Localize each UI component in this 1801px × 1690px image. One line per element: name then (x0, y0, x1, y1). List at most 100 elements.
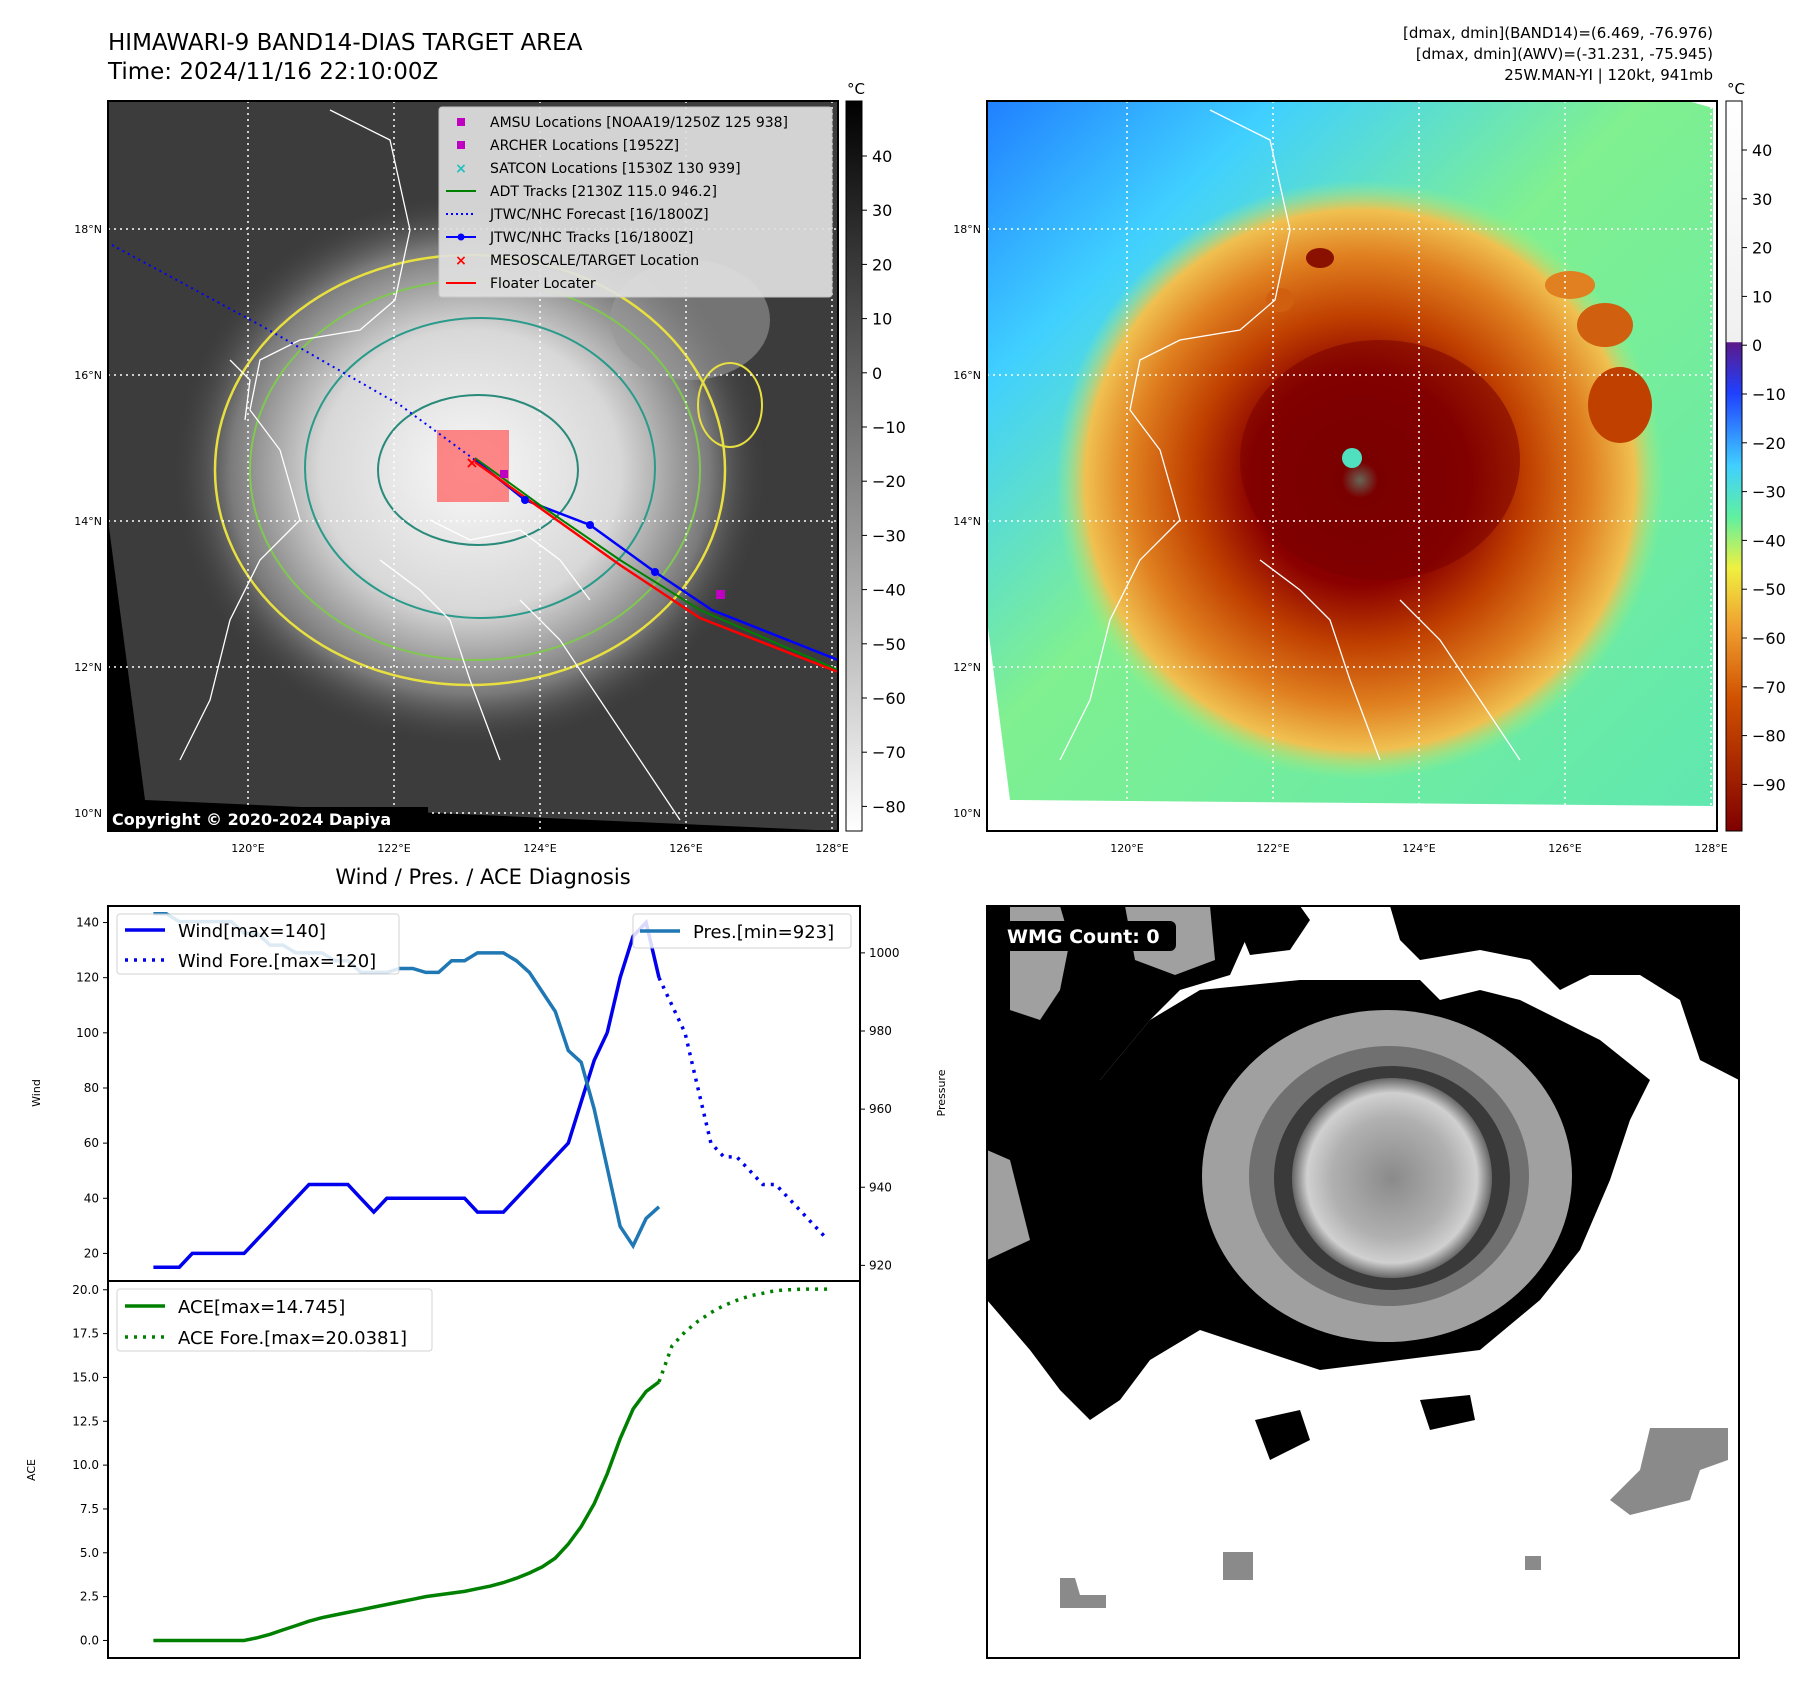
map2-gridlines (987, 101, 1717, 831)
colorbar-tick-label: −50 (1752, 580, 1786, 599)
pressure-tick-label: 980 (869, 1024, 892, 1038)
colorbar-tick-label: −80 (872, 797, 906, 816)
legend-marker: × (455, 161, 467, 177)
wind-legend-box (116, 913, 400, 975)
wmg-eye (1292, 1078, 1492, 1278)
figure-title: HIMAWARI-9 BAND14-DIAS TARGET AREA (108, 30, 583, 56)
colorbar-tick-label: 10 (872, 310, 892, 329)
colorbar-tick-label: 0 (1752, 336, 1762, 355)
lat-tick-label: 18°N (74, 223, 102, 236)
wmg-gray-patch (1060, 1578, 1106, 1608)
lat-tick-label: 16°N (74, 369, 102, 382)
wmg-black-region (1230, 906, 1310, 955)
wmg-count-label: WMG Count: 0 (1007, 926, 1160, 948)
map2-cell (1577, 303, 1633, 347)
lon-tick-label: 124°E (523, 842, 556, 855)
legend-label: Floater Locater (490, 276, 596, 292)
info-band14: [dmax, dmin](BAND14)=(6.469, -76.976) (1403, 24, 1713, 42)
pressure-tick-label: 1000 (869, 946, 900, 960)
wmg-black-region (1390, 906, 1739, 1080)
wmg-count-badge (1000, 921, 1176, 951)
map1-coastline-minor (229, 359, 591, 601)
archer-marker (500, 470, 508, 478)
colorbar-tick-label: −10 (1752, 385, 1786, 404)
colorbar2-gradient (1725, 100, 1743, 832)
wind-series-line (153, 1032, 609, 1269)
map1-contour-inner (377, 394, 579, 546)
colorbar-tick-label: 30 (872, 201, 892, 220)
ace-tick-label: 2.5 (80, 1590, 99, 1604)
colorbar2-unit: °C (1727, 80, 1745, 98)
map1-contour-teal (304, 317, 656, 619)
ace-tick-label: 15.0 (72, 1370, 99, 1384)
colorbar-tick-label: 10 (1752, 287, 1772, 306)
legend-ace-label: ACE[max=14.745] (178, 1297, 345, 1318)
legend-box (438, 106, 833, 298)
map1-coastline-visayas (379, 559, 681, 821)
map2-eye (1342, 448, 1362, 468)
legend-ace-forecast-label: ACE Fore.[max=20.0381] (178, 1328, 407, 1349)
colorbar-tick-label: −40 (872, 581, 906, 600)
legend-marker: × (455, 253, 467, 269)
map1-axis-labels: 18°N 16°N 14°N 12°N 10°N 120°E 122°E 124°E 126°E… (74, 223, 849, 855)
colorbar-tick-label: −70 (1752, 678, 1786, 697)
track-point (521, 496, 529, 504)
legend-label: ARCHER Locations [1952Z] (490, 138, 679, 154)
colorbar-band14: °C 40 30 20 10 0 −10 −20 −30 −40 −50 −60 −70 −80 (845, 80, 906, 832)
pressure-tick-label: 960 (869, 1102, 892, 1116)
lon-tick-label: 120°E (1110, 842, 1143, 855)
map2-coastline (1059, 109, 1291, 761)
map2-cell (1545, 271, 1595, 299)
legend-marker (457, 118, 465, 126)
colorbar-tick-label: −60 (1752, 629, 1786, 648)
colorbar-tick-label: 40 (872, 147, 892, 166)
map2-cell (1266, 288, 1294, 312)
lat-tick-label: 14°N (953, 515, 981, 528)
map2-cell (1306, 248, 1334, 268)
wind-tick-label: 100 (76, 1026, 99, 1040)
track-point (586, 521, 594, 529)
colorbar-tick-label: −60 (872, 689, 906, 708)
legend-label: AMSU Locations [NOAA19/1250Z 125 938] (490, 115, 788, 131)
pressure-tick-label: 920 (869, 1258, 892, 1272)
lon-tick-label: 122°E (1256, 842, 1289, 855)
map-band14-panel: × Copyright © 2020-2024 Dapiya AMSU Loca… (74, 100, 849, 855)
ace-tick-label: 12.5 (72, 1414, 99, 1428)
lon-tick-label: 120°E (231, 842, 264, 855)
wmg-panel: WMG Count: 0 (986, 905, 1740, 1659)
map1-legend: AMSU Locations [NOAA19/1250Z 125 938] ARC… (438, 106, 833, 298)
colorbar-tick-label: −30 (872, 526, 906, 545)
colorbar-tick-label: −80 (1752, 727, 1786, 746)
lon-tick-label: 128°E (815, 842, 848, 855)
wind-tick-label: 20 (84, 1246, 99, 1260)
colorbar-tick-label: −70 (872, 743, 906, 762)
pressure-tick-label: 940 (869, 1180, 892, 1194)
legend-label: ADT Tracks [2130Z 115.0 946.2] (490, 184, 717, 200)
map1-coastline-luzon (179, 109, 411, 761)
colorbar-tick-label: 40 (1752, 141, 1772, 160)
ace-tick-label: 7.5 (80, 1502, 99, 1516)
lat-tick-label: 10°N (953, 807, 981, 820)
copyright-box (108, 807, 428, 831)
colorbar-tick-label: 20 (1752, 239, 1772, 258)
ace-tick-label: 17.5 (72, 1327, 99, 1341)
wind-ylabel: Wind (30, 1079, 43, 1107)
ace-ylabel: ACE (25, 1459, 38, 1481)
colorbar-tick-label: −90 (1752, 775, 1786, 794)
colorbar-tick-label: −50 (872, 635, 906, 654)
adt-track-line (474, 457, 838, 671)
wmg-gray-patch (1525, 1556, 1541, 1570)
wind-tick-label: 60 (84, 1136, 99, 1150)
map1-frame (107, 100, 839, 832)
colorbar-tick-label: −30 (1752, 483, 1786, 502)
colorbar-tick-label: −10 (872, 418, 906, 437)
wind-tick-label: 140 (76, 916, 99, 930)
floater-track-line (474, 460, 838, 674)
wmg-gray-patch (1610, 1428, 1728, 1515)
wind-tick-label: 120 (76, 971, 99, 985)
ace-legend-box (116, 1288, 433, 1352)
lat-tick-label: 16°N (953, 369, 981, 382)
wmg-gray-patch (1223, 1552, 1253, 1580)
map2-coastline-south (1259, 559, 1521, 761)
wmg-gray-region (987, 1150, 1030, 1260)
